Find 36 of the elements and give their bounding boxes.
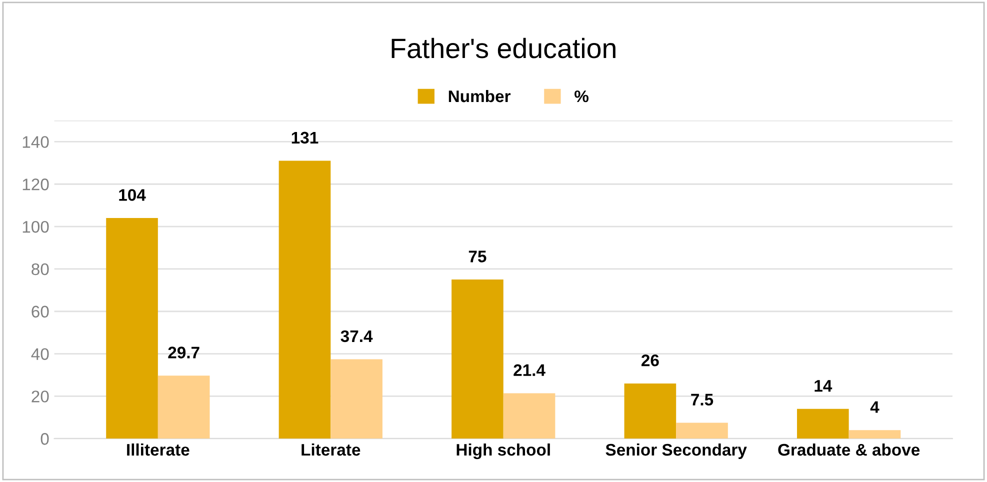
data-label: 29.7 — [168, 346, 200, 358]
bar — [503, 393, 556, 439]
bar — [106, 218, 158, 439]
data-label: 75 — [468, 250, 486, 262]
chart-title: Father's education — [392, 38, 616, 58]
data-label: 14 — [814, 380, 832, 392]
x-tick-label: High school — [456, 443, 550, 460]
legend-label: % — [574, 90, 588, 102]
y-tick-label: 60 — [32, 306, 49, 318]
data-label: 37.4 — [340, 330, 373, 342]
legend-label: Number — [448, 90, 511, 102]
data-label: 26 — [641, 354, 659, 366]
x-tick-label: Illiterate — [127, 443, 190, 456]
data-label: 7.5 — [691, 394, 714, 406]
data-label: 4 — [870, 401, 880, 413]
bar — [848, 430, 901, 439]
bar — [278, 160, 331, 439]
y-tick-label: 0 — [40, 433, 49, 445]
data-label: 104 — [119, 189, 146, 201]
y-tick-label: 100 — [22, 220, 49, 233]
y-tick-label: 20 — [32, 390, 49, 402]
bar — [330, 359, 382, 439]
bar — [676, 422, 728, 439]
data-label: 21.4 — [514, 364, 546, 376]
x-tick-label: Senior Secondary — [606, 443, 747, 460]
bar — [797, 408, 849, 439]
y-tick-label: 140 — [22, 136, 49, 148]
bar — [624, 383, 676, 439]
x-tick-label: Graduate & above — [778, 443, 920, 456]
bar — [452, 280, 504, 439]
data-label: 131 — [292, 132, 318, 144]
x-tick-label: Literate — [302, 443, 360, 456]
bar — [158, 376, 210, 439]
y-tick-label: 80 — [32, 263, 49, 276]
y-tick-label: 120 — [22, 178, 49, 190]
y-tick-label: 40 — [31, 348, 49, 360]
